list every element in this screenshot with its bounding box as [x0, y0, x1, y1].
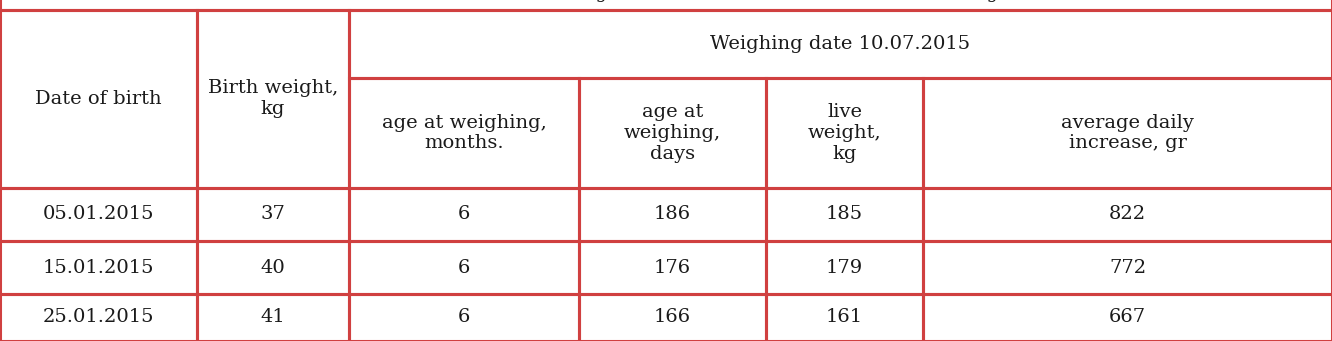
Text: 6: 6 — [458, 309, 470, 326]
Bar — [0, 294, 197, 341]
Bar — [197, 294, 349, 341]
Bar — [766, 188, 923, 241]
Bar — [0, 0, 1332, 10]
Text: 6: 6 — [458, 258, 470, 277]
Text: average daily
increase, gr: average daily increase, gr — [1062, 114, 1193, 152]
Bar — [579, 188, 766, 241]
Text: 186: 186 — [654, 206, 691, 223]
Text: 37: 37 — [261, 206, 285, 223]
Text: 176: 176 — [654, 258, 691, 277]
Bar — [579, 78, 766, 188]
Text: 822: 822 — [1110, 206, 1146, 223]
Text: Table 1 – Indicators of live weight of heifers at birth and at 6 months of age.: Table 1 – Indicators of live weight of h… — [317, 0, 1015, 2]
Bar — [766, 78, 923, 188]
Text: 40: 40 — [261, 258, 285, 277]
Text: live
weight,
kg: live weight, kg — [807, 103, 882, 163]
Text: 6: 6 — [458, 206, 470, 223]
Bar — [197, 188, 349, 241]
Bar — [197, 10, 349, 188]
Bar — [923, 78, 1332, 188]
Bar — [0, 241, 197, 294]
Bar — [766, 294, 923, 341]
Text: 15.01.2015: 15.01.2015 — [43, 258, 155, 277]
Bar — [923, 241, 1332, 294]
Text: 25.01.2015: 25.01.2015 — [43, 309, 155, 326]
Bar — [349, 188, 579, 241]
Bar — [349, 241, 579, 294]
Text: Date of birth: Date of birth — [35, 90, 163, 108]
Bar — [349, 10, 1332, 78]
Text: 166: 166 — [654, 309, 691, 326]
Text: Weighing date 10.07.2015: Weighing date 10.07.2015 — [710, 35, 971, 53]
Text: 05.01.2015: 05.01.2015 — [43, 206, 155, 223]
Bar — [0, 188, 197, 241]
Bar — [579, 241, 766, 294]
Text: 667: 667 — [1110, 309, 1146, 326]
Bar — [923, 294, 1332, 341]
Text: 161: 161 — [826, 309, 863, 326]
Bar — [766, 241, 923, 294]
Bar — [0, 10, 197, 188]
Text: 772: 772 — [1110, 258, 1146, 277]
Text: 179: 179 — [826, 258, 863, 277]
Text: 185: 185 — [826, 206, 863, 223]
Text: age at
weighing,
days: age at weighing, days — [625, 103, 721, 163]
Text: age at weighing,
months.: age at weighing, months. — [382, 114, 546, 152]
Bar — [349, 78, 579, 188]
Text: Birth weight,
kg: Birth weight, kg — [208, 79, 338, 118]
Bar — [923, 188, 1332, 241]
Bar — [197, 241, 349, 294]
Bar — [579, 294, 766, 341]
Bar — [349, 294, 579, 341]
Text: 41: 41 — [261, 309, 285, 326]
